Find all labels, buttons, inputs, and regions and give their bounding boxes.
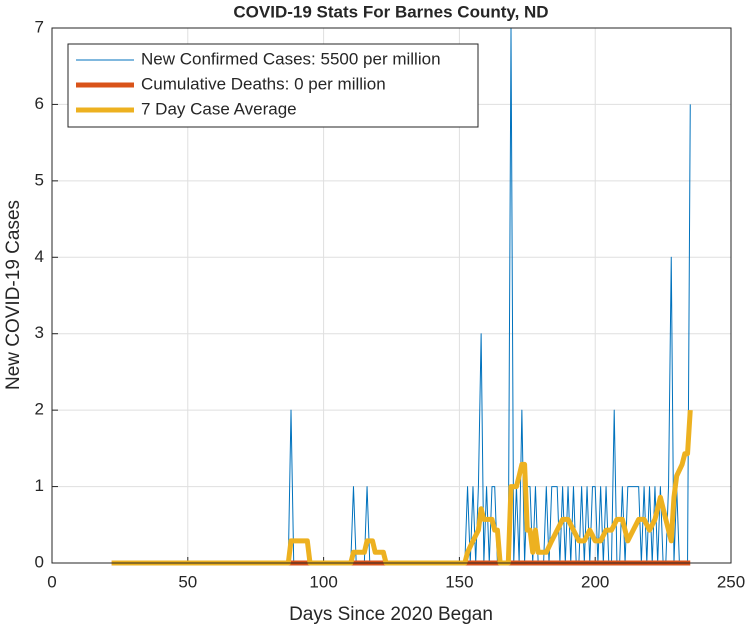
x-axis-label: Days Since 2020 Began bbox=[289, 604, 493, 625]
legend-box bbox=[67, 43, 479, 128]
legend-label: 7 Day Case Average bbox=[141, 99, 297, 118]
y-tick-label: 2 bbox=[35, 400, 44, 419]
chart-title: COVID-19 Stats For Barnes County, ND bbox=[233, 2, 548, 21]
y-tick-label: 0 bbox=[35, 552, 44, 571]
y-tick-label: 3 bbox=[35, 323, 44, 342]
y-tick-label: 4 bbox=[35, 247, 44, 266]
axes-box bbox=[51, 27, 732, 564]
x-tick-label: 150 bbox=[445, 572, 473, 591]
x-tick-label: 250 bbox=[717, 572, 745, 591]
x-tick-label: 50 bbox=[178, 572, 197, 591]
y-tick-label: 5 bbox=[35, 170, 44, 189]
legend-label: New Confirmed Cases: 5500 per million bbox=[141, 49, 441, 68]
y-tick-label: 6 bbox=[35, 94, 44, 113]
y-tick-label: 7 bbox=[35, 17, 44, 36]
legend-label: Cumulative Deaths: 0 per million bbox=[141, 74, 386, 93]
x-tick-label: 0 bbox=[47, 572, 56, 591]
x-tick-label: 200 bbox=[581, 572, 609, 591]
y-axis-label: New COVID-19 Cases bbox=[3, 200, 24, 390]
x-tick-label: 100 bbox=[309, 572, 337, 591]
data-line bbox=[111, 409, 693, 566]
y-tick-label: 1 bbox=[35, 476, 44, 495]
